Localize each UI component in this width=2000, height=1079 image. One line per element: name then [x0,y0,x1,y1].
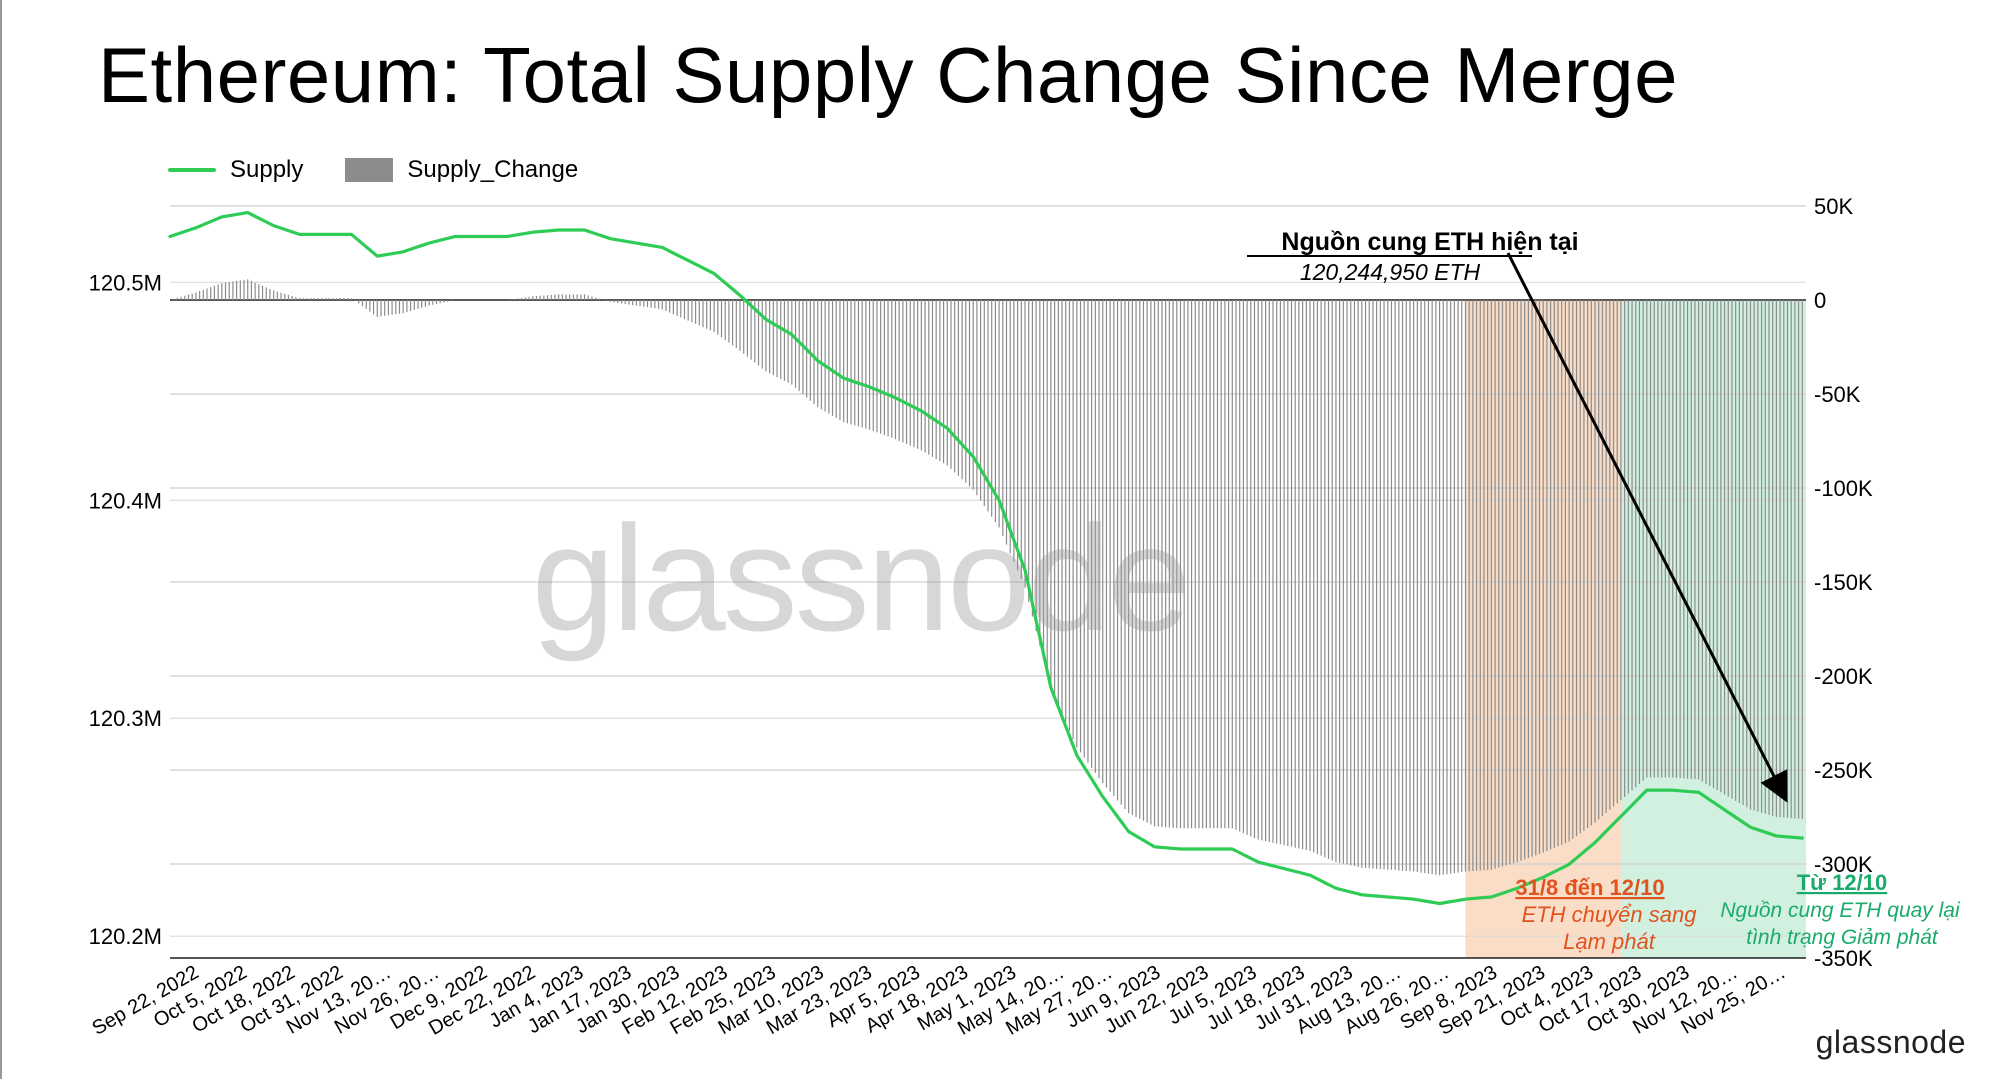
legend-bar-swatch [345,158,394,182]
y-right-tick-label: -300K [1814,852,1873,877]
deflation-heading: Từ 12/10 [1797,870,1888,895]
y-left-tick-label: 120.2M [89,924,162,949]
y-right-tick-label: 50K [1814,194,1853,219]
y-right-tick-label: -250K [1814,758,1873,783]
inflation-heading: 31/8 đến 12/10 [1515,875,1664,900]
inflation-line2: Lạm phát [1563,929,1656,954]
supply-change-bars [173,279,1803,876]
y-left-tick-label: 120.3M [89,706,162,731]
annotations: Nguồn cung ETH hiện tại 120,244,950 ETH 31… [1247,228,1961,954]
y-right-tick-label: -350K [1814,946,1873,971]
y-right-tick-label: -200K [1814,664,1873,689]
annotation-arrow [1506,252,1788,803]
legend-label-supply-change: Supply_Change [407,156,579,183]
y-right-tick-label: 0 [1814,288,1826,313]
legend-label-supply: Supply [230,156,304,183]
watermark-text: glassnode [532,494,1189,662]
y-left-tick-label: 120.5M [89,270,162,295]
deflation-line1: Nguồn cung ETH quay lại [1720,899,1961,922]
current-supply-value: 120,244,950 ETH [1300,259,1481,285]
y-left-tick-label: 120.4M [89,488,162,513]
brand-logo: glassnode [1815,1024,1966,1060]
inflation-line1: ETH chuyển sang [1522,902,1698,927]
deflation-line2: tình trạng Giảm phát [1746,926,1939,949]
y-right-tick-label: -100K [1814,476,1873,501]
legend-item-supply[interactable]: Supply [168,156,303,184]
supply-line [168,210,1804,906]
y-right-tick-label: -150K [1814,570,1873,595]
chart-legend: Supply Supply_Change [168,154,620,186]
y-right-tick-label: -50K [1814,382,1861,407]
legend-line-swatch [168,168,216,172]
legend-item-supply-change[interactable]: Supply_Change [345,156,578,184]
window-edge [0,0,2,1079]
chart-title: Ethereum: Total Supply Change Since Merg… [98,31,1678,119]
current-supply-heading: Nguồn cung ETH hiện tại [1281,228,1578,256]
